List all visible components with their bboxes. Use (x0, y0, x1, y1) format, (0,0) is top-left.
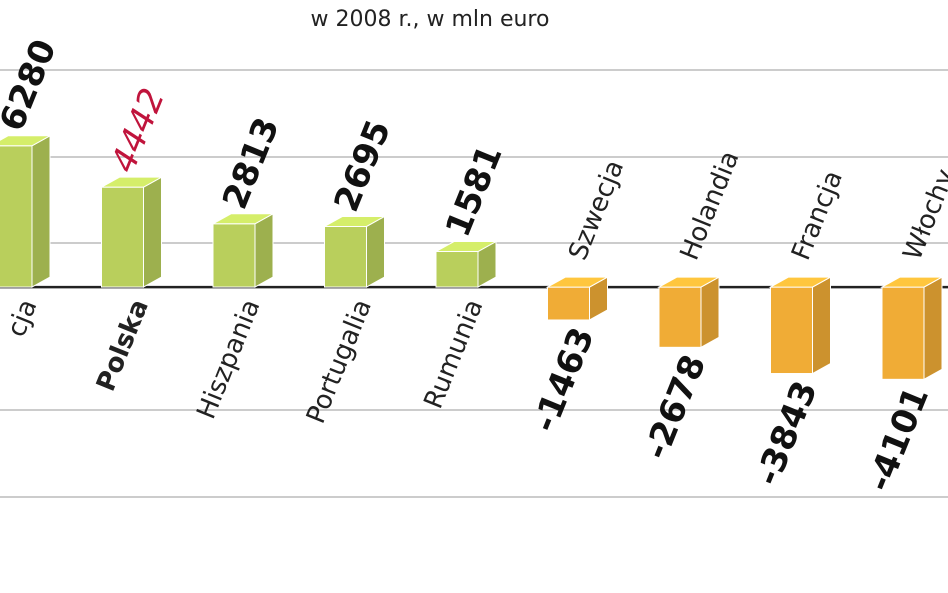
value-label: 1581 (438, 140, 511, 243)
bar (658, 286, 702, 348)
bar (770, 286, 813, 375)
bar-top (545, 276, 610, 288)
bar-top (880, 276, 944, 288)
bar-side (700, 276, 720, 349)
value-label: 2695 (327, 115, 400, 218)
value-label: 2813 (215, 112, 288, 215)
bar-top (434, 241, 498, 253)
category-label: Polska (91, 295, 155, 395)
bar-side (923, 276, 943, 381)
bar (324, 225, 367, 288)
bar-side (31, 134, 51, 288)
bar-side (812, 276, 831, 375)
bar (212, 223, 256, 288)
chart-title: w 2008 r., w mln euro (311, 7, 550, 32)
value-label: -2678 (636, 349, 714, 465)
bar-top (657, 276, 721, 288)
bar-side (366, 215, 385, 288)
value-label: -3843 (748, 375, 826, 491)
bar (435, 251, 479, 288)
category-label: Hiszpania (191, 295, 266, 423)
value-label: -1463 (525, 322, 603, 438)
bar (881, 286, 925, 380)
category-label: Włochy (898, 165, 948, 264)
bar-top (0, 135, 52, 147)
value-label: 6280 (0, 34, 65, 137)
bar-side (143, 176, 162, 288)
bar-side (254, 212, 274, 288)
value-label: 4442 (104, 83, 174, 178)
category-label: Rumunia (419, 295, 490, 413)
bar-top (99, 176, 164, 188)
value-label: -4101 (859, 381, 937, 497)
bar-top (768, 276, 833, 288)
category-label: Szwecja (563, 156, 630, 264)
bar-top (211, 213, 275, 225)
category-label: cja (2, 295, 44, 341)
category-label: Holandia (675, 147, 746, 265)
bar-top (322, 215, 387, 227)
bar (547, 286, 590, 321)
bar (101, 186, 144, 288)
category-label: Francja (786, 166, 849, 264)
category-label: Portugalia (301, 295, 378, 428)
bar (0, 145, 33, 288)
